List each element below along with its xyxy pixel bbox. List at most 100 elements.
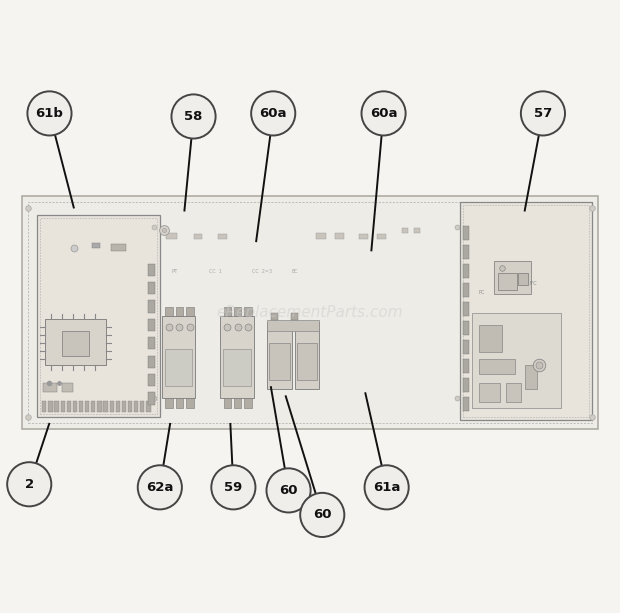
Bar: [148, 319, 155, 331]
Bar: [91, 401, 95, 412]
Bar: [79, 401, 83, 412]
Bar: [111, 244, 126, 251]
Bar: [45, 319, 106, 365]
Bar: [40, 218, 157, 414]
Text: PC: PC: [479, 290, 485, 295]
Bar: [244, 398, 252, 408]
Bar: [472, 313, 561, 408]
Bar: [463, 359, 469, 373]
Bar: [463, 302, 469, 316]
Bar: [335, 233, 344, 239]
Bar: [146, 401, 151, 412]
Bar: [220, 316, 254, 398]
Bar: [463, 321, 469, 335]
Bar: [166, 306, 173, 316]
Bar: [55, 401, 59, 412]
Bar: [234, 398, 241, 408]
Bar: [463, 205, 589, 417]
Bar: [116, 401, 120, 412]
Text: CC  1: CC 1: [209, 268, 222, 274]
Bar: [148, 374, 155, 386]
Bar: [463, 264, 469, 278]
Bar: [122, 401, 126, 412]
Bar: [463, 340, 469, 354]
Bar: [463, 283, 469, 297]
Bar: [479, 359, 515, 374]
Bar: [479, 383, 500, 402]
Bar: [224, 398, 231, 408]
Bar: [414, 228, 420, 233]
Bar: [316, 233, 326, 239]
Circle shape: [300, 493, 344, 537]
Bar: [359, 234, 368, 239]
Text: BC: BC: [291, 268, 298, 274]
Bar: [186, 398, 193, 408]
Bar: [378, 234, 386, 239]
Bar: [460, 202, 592, 420]
Text: CC  2=3: CC 2=3: [252, 268, 272, 274]
Bar: [22, 196, 598, 429]
Text: 60: 60: [279, 484, 298, 497]
Text: 59: 59: [224, 481, 242, 494]
Text: 60a: 60a: [260, 107, 287, 120]
Bar: [148, 356, 155, 368]
Bar: [463, 378, 469, 392]
Bar: [518, 273, 528, 285]
Bar: [43, 383, 57, 392]
Circle shape: [27, 91, 71, 135]
Bar: [73, 401, 77, 412]
Bar: [291, 313, 298, 320]
Bar: [223, 349, 250, 386]
Circle shape: [267, 468, 311, 512]
Bar: [110, 401, 114, 412]
Bar: [224, 306, 231, 316]
Bar: [140, 401, 144, 412]
Bar: [186, 306, 193, 316]
Text: 62a: 62a: [146, 481, 174, 494]
Bar: [134, 401, 138, 412]
Bar: [234, 306, 241, 316]
Circle shape: [7, 462, 51, 506]
Bar: [148, 264, 155, 276]
Bar: [42, 401, 46, 412]
Bar: [148, 282, 155, 294]
Circle shape: [251, 91, 295, 135]
Bar: [62, 331, 89, 356]
Bar: [175, 306, 183, 316]
Bar: [218, 234, 227, 239]
Bar: [463, 245, 469, 259]
Bar: [62, 383, 73, 392]
Text: 61a: 61a: [373, 481, 401, 494]
Text: 58: 58: [184, 110, 203, 123]
Text: eReplacementParts.com: eReplacementParts.com: [216, 305, 404, 320]
Circle shape: [361, 91, 405, 135]
Bar: [92, 243, 100, 248]
Text: 60: 60: [313, 508, 332, 522]
Bar: [162, 316, 195, 398]
Bar: [128, 401, 132, 412]
Bar: [28, 202, 592, 423]
Bar: [166, 398, 173, 408]
Bar: [271, 313, 278, 320]
Text: 61b: 61b: [35, 107, 63, 120]
Bar: [193, 234, 202, 239]
Text: 57: 57: [534, 107, 552, 120]
Circle shape: [138, 465, 182, 509]
Bar: [402, 228, 408, 233]
Bar: [148, 300, 155, 313]
Bar: [294, 322, 319, 389]
Bar: [244, 306, 252, 316]
Bar: [269, 343, 290, 380]
Bar: [166, 233, 177, 239]
Bar: [175, 398, 183, 408]
Bar: [37, 215, 160, 417]
Bar: [463, 226, 469, 240]
Bar: [66, 401, 71, 412]
Bar: [525, 365, 537, 389]
Circle shape: [211, 465, 255, 509]
Bar: [61, 401, 65, 412]
Text: 2: 2: [25, 478, 34, 491]
Bar: [498, 273, 516, 290]
Bar: [148, 337, 155, 349]
Circle shape: [172, 94, 216, 139]
